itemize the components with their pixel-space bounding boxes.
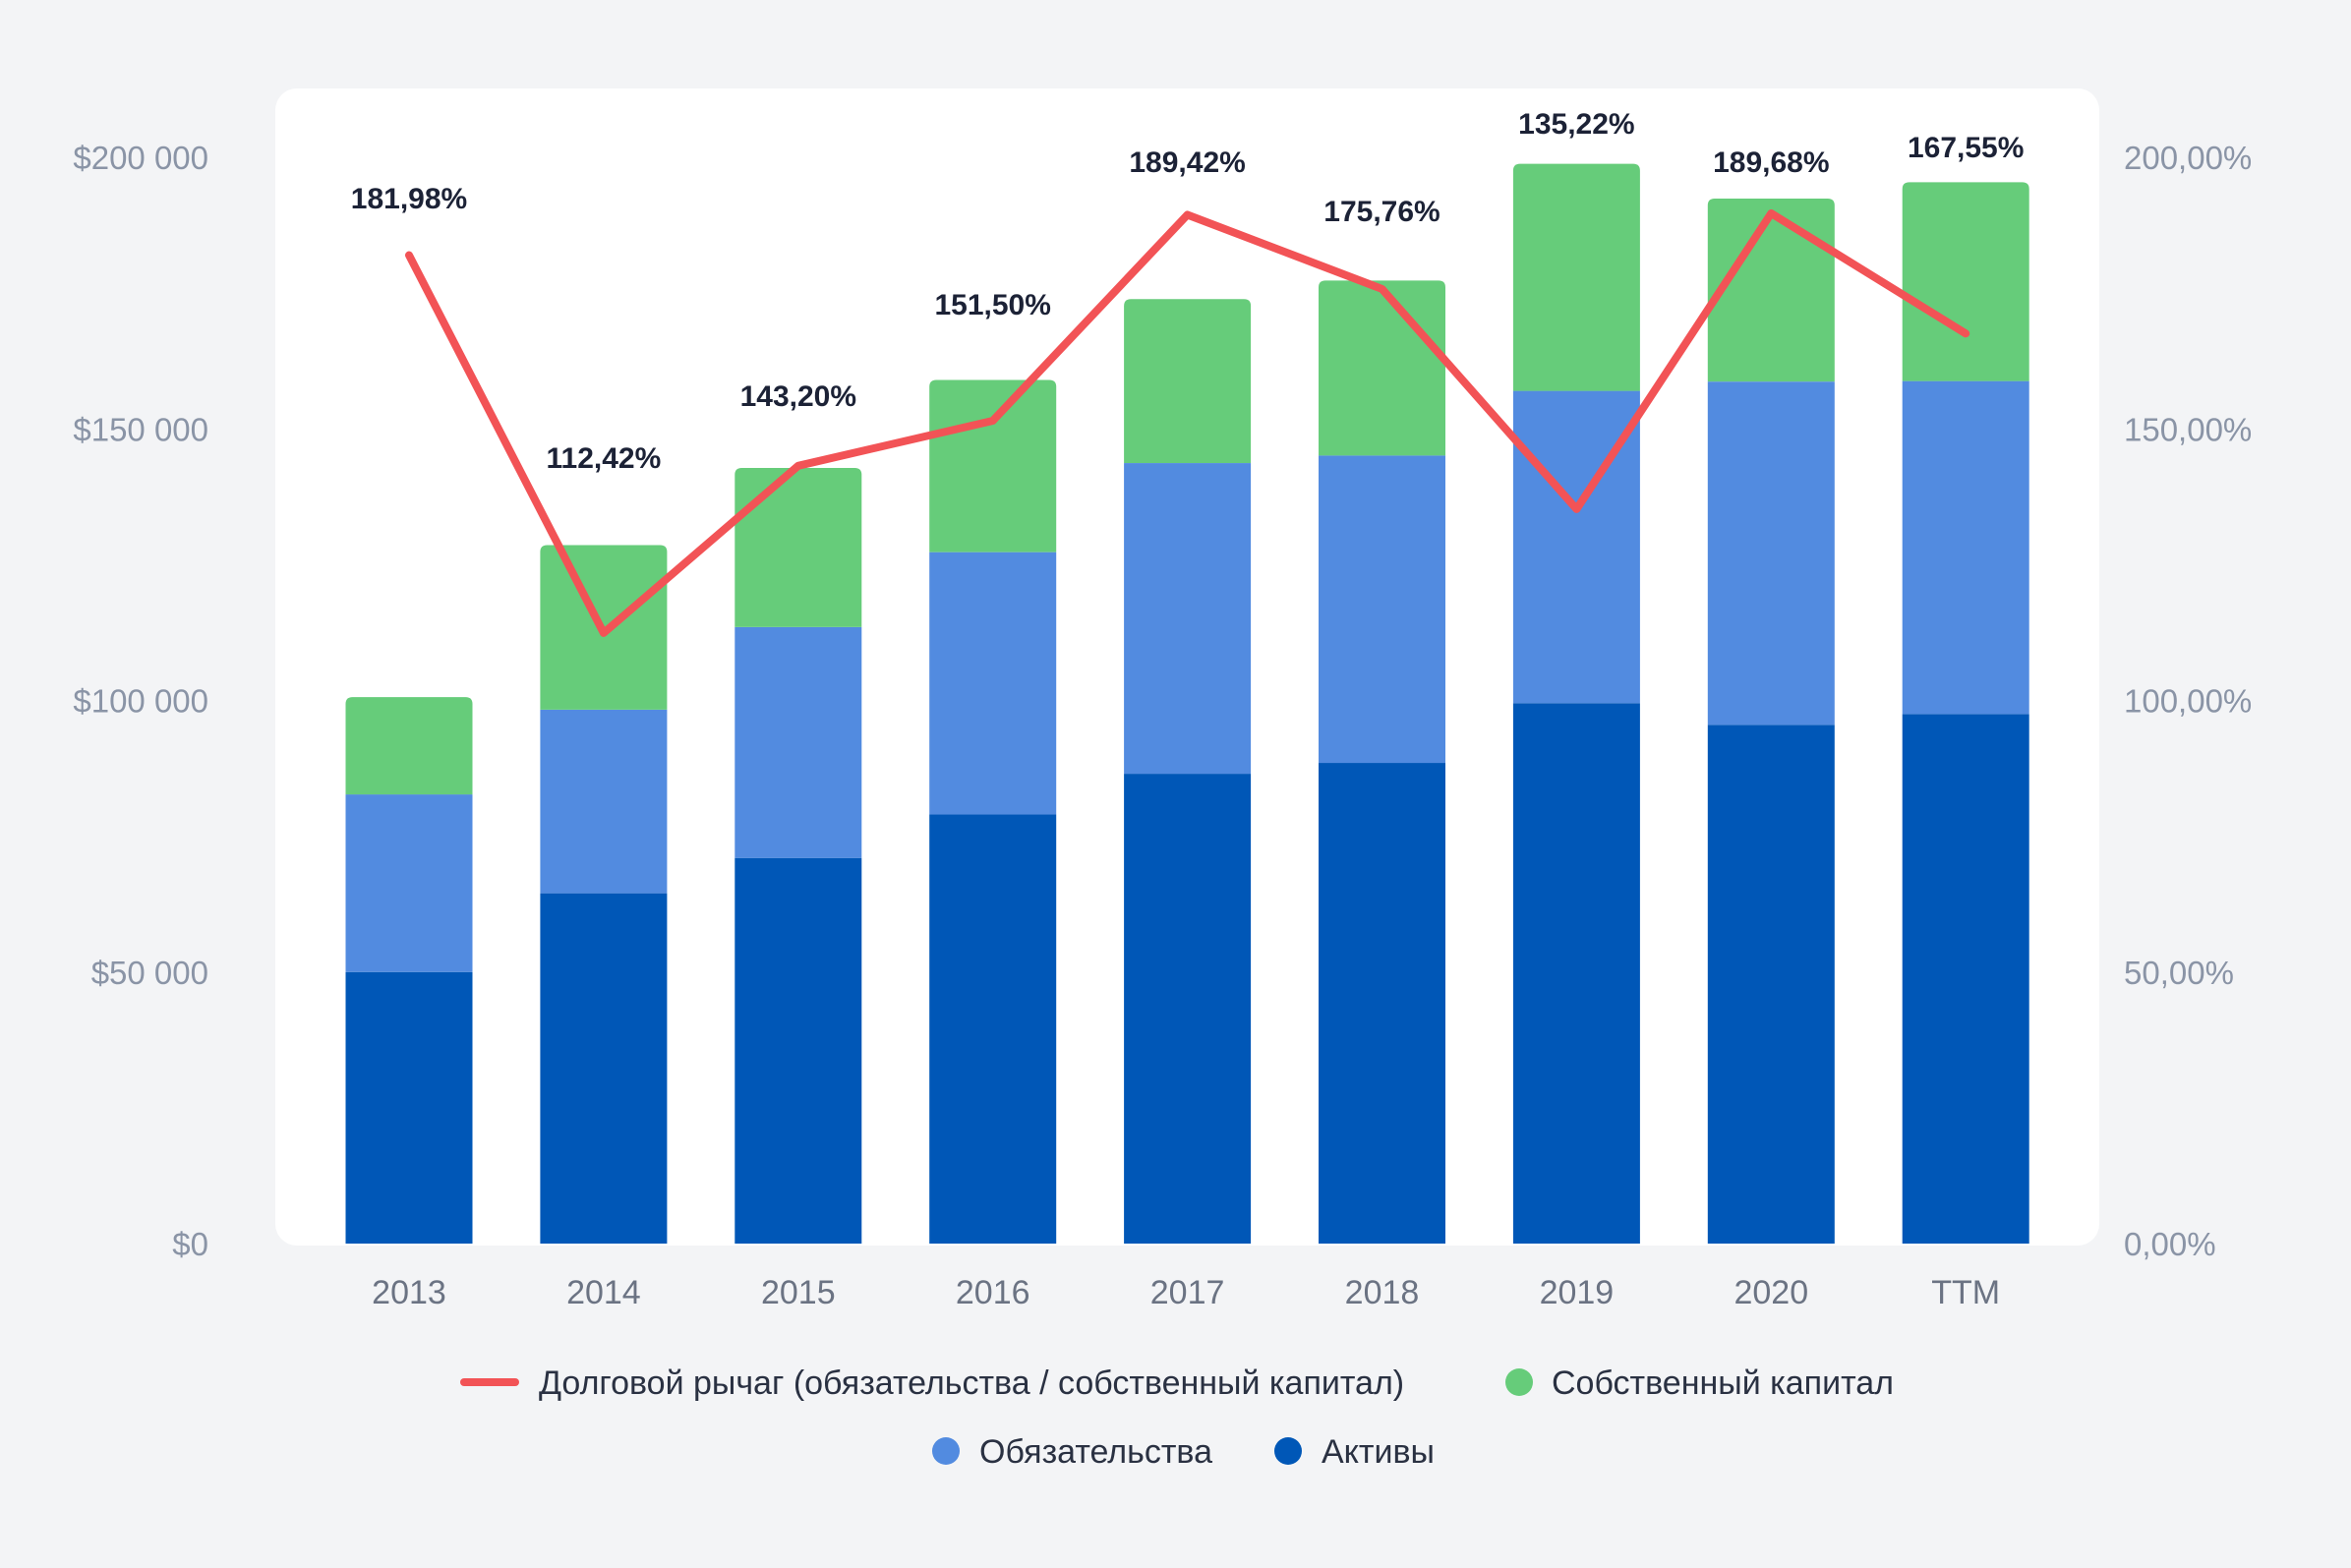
x-tick-label: 2017 bbox=[1150, 1274, 1225, 1311]
bar-segment bbox=[1319, 280, 1445, 456]
x-axis-ticks: 2013 2014 2015 2016 2017 2018 2019 2020 TTM bbox=[372, 1274, 2000, 1311]
bar-segment bbox=[929, 552, 1057, 815]
bar-segment bbox=[1319, 455, 1445, 764]
leverage-value-label: 189,68% bbox=[1713, 146, 1829, 179]
x-tick-label: TTM bbox=[1931, 1274, 2000, 1311]
left-tick-label: $200 000 bbox=[73, 140, 208, 176]
x-tick-label: 2018 bbox=[1345, 1274, 1420, 1311]
legend-dot-marker bbox=[1274, 1437, 1302, 1465]
legend-label: Активы bbox=[1322, 1433, 1435, 1471]
right-tick-label: 150,00% bbox=[2124, 411, 2252, 447]
left-tick-label: $150 000 bbox=[73, 411, 208, 447]
bar-segment bbox=[1707, 725, 1835, 1244]
left-tick-label: $0 bbox=[172, 1226, 208, 1262]
leverage-value-label: 143,20% bbox=[740, 380, 856, 413]
x-tick-label: 2020 bbox=[1734, 1274, 1808, 1311]
bar-segment bbox=[1902, 380, 2029, 715]
left-axis-ticks: $0 $50 000 $100 000 $150 000 $200 000 bbox=[73, 140, 208, 1262]
bar-segment bbox=[929, 814, 1057, 1244]
bar-segment bbox=[345, 794, 473, 972]
right-axis-ticks: 0,00% 50,00% 100,00% 150,00% 200,00% bbox=[2124, 140, 2252, 1262]
leverage-value-label: 175,76% bbox=[1323, 196, 1440, 228]
bar-segment bbox=[1512, 163, 1640, 391]
bar-segment bbox=[1124, 463, 1252, 775]
bar-segment bbox=[735, 468, 862, 627]
leverage-labels-group: 181,98% 112,42% 143,20% 151,50% 189,42% 175,7… bbox=[351, 108, 2025, 475]
legend-dot-marker bbox=[1505, 1368, 1533, 1396]
leverage-value-label: 189,42% bbox=[1129, 146, 1245, 179]
bar-segment bbox=[1707, 198, 1835, 382]
leverage-value-label: 135,22% bbox=[1518, 108, 1634, 141]
right-tick-label: 0,00% bbox=[2124, 1226, 2216, 1262]
leverage-value-label: 112,42% bbox=[547, 442, 662, 475]
bar-segment bbox=[345, 971, 473, 1244]
bar-segment bbox=[929, 379, 1057, 552]
x-tick-label: 2019 bbox=[1540, 1274, 1615, 1311]
legend-label: Долговой рычаг (обязательства / собствен… bbox=[539, 1365, 1404, 1402]
legend: Долговой рычаг (обязательства / собствен… bbox=[460, 1365, 1894, 1471]
bar-segment bbox=[345, 697, 473, 795]
legend-dot-marker bbox=[932, 1437, 960, 1465]
right-tick-label: 50,00% bbox=[2124, 955, 2234, 991]
bar-segment bbox=[540, 893, 668, 1244]
bar-segment bbox=[1124, 299, 1252, 464]
legend-label: Собственный капитал bbox=[1552, 1365, 1894, 1402]
legend-label: Обязательства bbox=[979, 1433, 1212, 1471]
x-tick-label: 2015 bbox=[761, 1274, 836, 1311]
x-tick-label: 2013 bbox=[372, 1274, 446, 1311]
left-tick-label: $100 000 bbox=[73, 683, 208, 720]
bar-segment bbox=[1512, 703, 1640, 1244]
bar-segment bbox=[1902, 714, 2029, 1244]
bar-segment bbox=[1124, 774, 1252, 1244]
right-tick-label: 100,00% bbox=[2124, 683, 2252, 720]
x-tick-label: 2014 bbox=[566, 1274, 641, 1311]
leverage-line bbox=[405, 209, 1970, 637]
bar-segment bbox=[1319, 763, 1445, 1244]
leverage-value-label: 181,98% bbox=[351, 183, 467, 215]
leverage-value-label: 167,55% bbox=[1908, 132, 2024, 164]
left-tick-label: $50 000 bbox=[91, 955, 208, 991]
bar-segment bbox=[735, 626, 862, 858]
x-tick-label: 2016 bbox=[956, 1274, 1030, 1311]
leverage-line-group bbox=[405, 209, 1970, 637]
bar-segment bbox=[735, 857, 862, 1244]
bar-segment bbox=[540, 709, 668, 894]
bar-segment bbox=[1902, 182, 2029, 381]
right-tick-label: 200,00% bbox=[2124, 140, 2252, 176]
bar-segment bbox=[1707, 381, 1835, 726]
leverage-value-label: 151,50% bbox=[934, 289, 1050, 321]
